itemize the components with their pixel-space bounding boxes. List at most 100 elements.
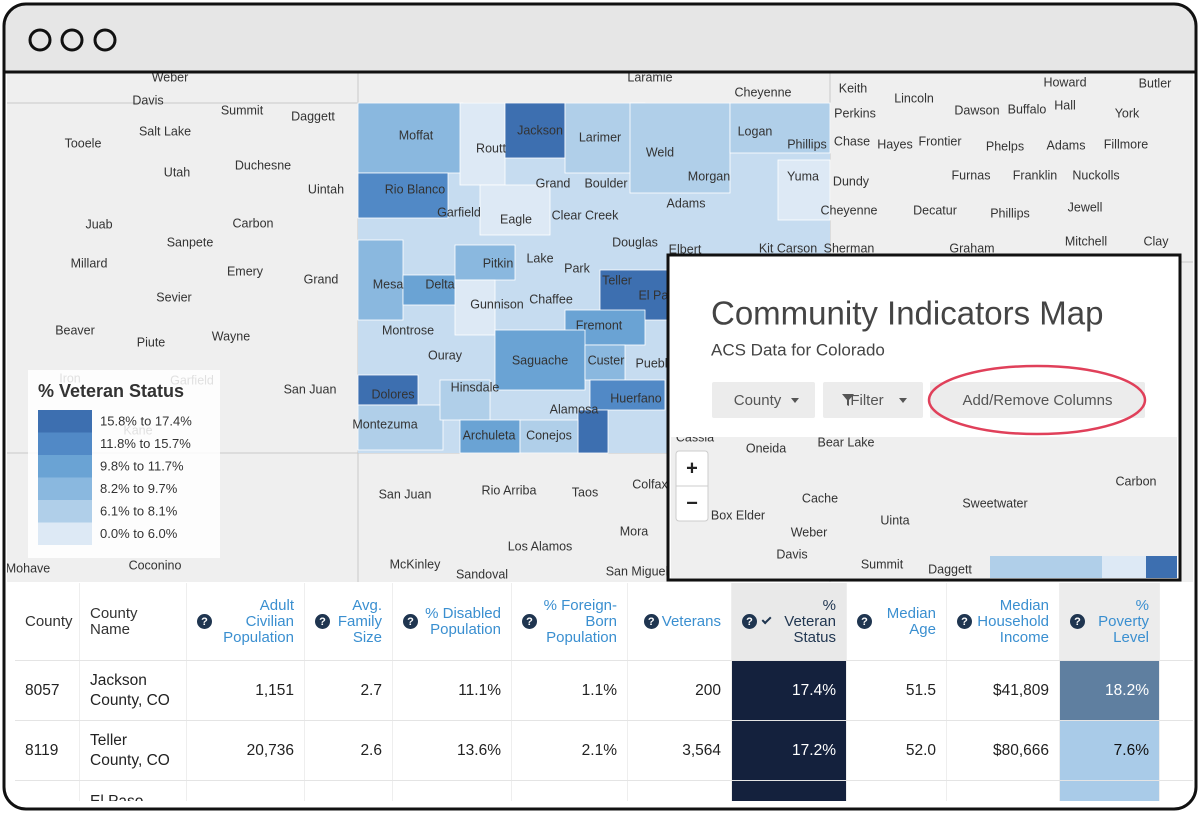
button-label[interactable]: Add/Remove Columns: [962, 392, 1112, 409]
help-icon[interactable]: ?: [403, 614, 418, 629]
map-label: Cheyenne: [735, 85, 792, 99]
button-label[interactable]: County: [734, 392, 782, 409]
map-label: Tooele: [65, 136, 102, 150]
map-label: Sweetwater: [962, 496, 1027, 510]
map-label: Buffalo: [1008, 102, 1047, 116]
inset-background: [671, 437, 1177, 578]
column-header[interactable]: ? Adult Civilian Population: [187, 583, 305, 660]
help-icon[interactable]: ?: [1070, 614, 1085, 629]
map-label: Teller: [602, 273, 632, 287]
column-header[interactable]: ? Veterans: [628, 583, 732, 660]
header-label[interactable]: % Poverty Level: [1098, 596, 1149, 646]
legend-swatch: [38, 432, 92, 455]
help-icon[interactable]: ?: [857, 614, 872, 629]
help-icon[interactable]: ?: [957, 614, 972, 629]
table-cell: 17.4%: [732, 661, 847, 720]
map-label: Perkins: [834, 106, 876, 120]
column-header[interactable]: ? % Foreign-Born Population: [512, 583, 628, 660]
header-label[interactable]: Median Household Income: [977, 596, 1049, 646]
map-label: Uintah: [308, 182, 344, 196]
table-cell: 2.1%: [512, 721, 628, 780]
help-icon[interactable]: ?: [522, 614, 537, 629]
header-label[interactable]: Avg. Family Size: [337, 596, 382, 646]
window-control[interactable]: [93, 28, 117, 52]
help-icon[interactable]: ?: [197, 614, 212, 629]
column-header[interactable]: County Name: [80, 583, 187, 660]
column-header[interactable]: ? % Poverty Level: [1060, 583, 1160, 660]
header-label[interactable]: Veterans: [661, 612, 721, 630]
map-label: Colfax: [632, 477, 668, 491]
map-label: Elbert: [669, 242, 702, 256]
legend-swatch: [38, 410, 92, 433]
map-label: Hayes: [877, 137, 912, 151]
help-icon[interactable]: ?: [315, 614, 330, 629]
map-label: McKinley: [390, 557, 441, 571]
map-label: Grand: [536, 176, 571, 190]
map-label: Nuckolls: [1072, 168, 1119, 182]
zoom-button[interactable]: +: [686, 457, 698, 479]
inset-map[interactable]: Cassia Oneida Bear Lake Carbon Sweetwater Cac…: [671, 430, 1177, 580]
column-header[interactable]: ? % Veteran Status: [732, 583, 847, 660]
table-row[interactable]: 8057 Jackson County, CO 1,151 2.7 11.1% 1.1% 2…: [15, 661, 1193, 721]
map-label: Dolores: [371, 387, 414, 401]
legend-swatch: [38, 455, 92, 478]
header-label[interactable]: % Veteran Status: [784, 596, 836, 646]
map-label: Fremont: [576, 318, 623, 332]
map-label: Rio Arriba: [482, 483, 537, 497]
county: [589, 379, 666, 411]
table-cell: $41,809: [947, 661, 1060, 720]
inset-county: [990, 556, 1102, 578]
toolbar-button[interactable]: [823, 382, 923, 418]
table-cell: [15, 781, 80, 801]
window-control[interactable]: [60, 28, 84, 52]
map-label: Boulder: [584, 176, 627, 190]
map-label: Carbon: [233, 216, 274, 230]
window-control[interactable]: [28, 28, 52, 52]
map-label: Phillips: [990, 206, 1030, 220]
map-label: Weber: [791, 525, 828, 539]
column-header[interactable]: ? % Disabled Population: [393, 583, 512, 660]
column-header[interactable]: ? Median Age: [847, 583, 947, 660]
table-cell: 51.5: [847, 661, 947, 720]
map-label: Carbon: [1116, 474, 1157, 488]
toolbar-button[interactable]: [930, 382, 1145, 418]
table-cell: 1,151: [187, 661, 305, 720]
zoom-button[interactable]: −: [686, 492, 698, 514]
map-label: Larimer: [579, 130, 621, 144]
column-header[interactable]: County: [15, 583, 80, 660]
legend-title: % Veteran Status: [38, 381, 184, 401]
map-label: Custer: [588, 353, 625, 367]
help-icon[interactable]: ?: [643, 614, 659, 629]
map-label: Chase: [834, 134, 870, 148]
toolbar-button[interactable]: [712, 382, 815, 418]
map-label: Millard: [71, 256, 108, 270]
table-cell: 3,564: [628, 721, 732, 780]
table-row[interactable]: El Paso: [15, 781, 1193, 801]
button-label[interactable]: Filter: [850, 392, 883, 409]
header-label[interactable]: % Foreign-Born Population: [543, 596, 617, 646]
map-label: Uinta: [880, 513, 909, 527]
table-cell: Teller County, CO: [80, 721, 187, 780]
county: [454, 279, 496, 336]
map-label: Frontier: [918, 134, 961, 148]
map-label: Gunnison: [470, 297, 524, 311]
sort-caret[interactable]: [761, 614, 772, 625]
map-label: Weber: [152, 70, 189, 84]
header-label[interactable]: Adult Civilian Population: [223, 596, 294, 646]
column-header[interactable]: ? Avg. Family Size: [305, 583, 393, 660]
header-label[interactable]: County: [25, 612, 73, 630]
help-icon[interactable]: ?: [742, 614, 757, 629]
map-label: Cassia: [676, 430, 714, 444]
column-header[interactable]: ? Median Household Income: [947, 583, 1060, 660]
table-cell: Jackson County, CO: [80, 661, 187, 720]
dropdown-caret: [899, 398, 907, 403]
table-header: County County Name? Adult Civilian Populat…: [15, 583, 1193, 661]
header-label[interactable]: County Name: [90, 604, 138, 638]
map-label: Utah: [164, 165, 190, 179]
header-label[interactable]: % Disabled Population: [425, 604, 501, 638]
map-label: Moffat: [399, 128, 434, 142]
header-label[interactable]: Median Age: [886, 604, 936, 638]
county: [357, 374, 419, 406]
table-row[interactable]: 8119 Teller County, CO 20,736 2.6 13.6% 2.1% 3…: [15, 721, 1193, 781]
